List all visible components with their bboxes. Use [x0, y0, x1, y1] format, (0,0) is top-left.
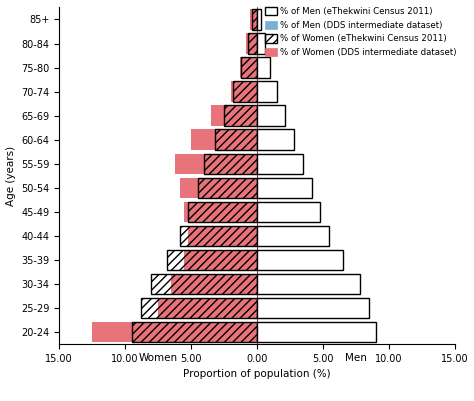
Bar — [188, 202, 257, 222]
Bar — [248, 33, 257, 54]
Y-axis label: Age (years): Age (years) — [6, 146, 16, 206]
Bar — [257, 154, 287, 174]
Bar — [257, 57, 270, 78]
X-axis label: Proportion of population (%): Proportion of population (%) — [183, 369, 331, 379]
Bar — [257, 298, 369, 318]
Bar — [257, 130, 294, 150]
Bar — [257, 81, 270, 102]
Bar — [152, 274, 257, 294]
Text: Women: Women — [138, 352, 178, 363]
Bar — [257, 33, 262, 54]
Bar — [184, 250, 257, 270]
Bar — [257, 322, 375, 342]
Bar — [252, 9, 257, 30]
Bar — [141, 298, 257, 318]
Bar — [241, 57, 257, 78]
Bar — [250, 9, 257, 30]
Bar — [257, 250, 343, 270]
Bar — [175, 154, 257, 174]
Bar — [240, 57, 257, 78]
Bar — [257, 57, 266, 78]
Bar — [211, 105, 257, 126]
Bar — [191, 130, 257, 150]
Text: Men: Men — [345, 352, 367, 363]
Bar — [198, 178, 257, 198]
Bar — [188, 226, 257, 246]
Bar — [246, 33, 257, 54]
Bar — [257, 202, 299, 222]
Bar — [181, 226, 257, 246]
Bar — [158, 298, 257, 318]
Bar — [184, 202, 257, 222]
Bar — [233, 81, 257, 102]
Bar — [171, 274, 257, 294]
Bar — [257, 130, 282, 150]
Bar — [167, 250, 257, 270]
Bar — [257, 9, 260, 30]
Bar — [257, 274, 360, 294]
Bar — [215, 130, 257, 150]
Bar — [257, 33, 265, 54]
Bar — [230, 81, 257, 102]
Legend: % of Men (eThekwini Census 2011), % of Men (DDS intermediate dataset), % of Wome: % of Men (eThekwini Census 2011), % of M… — [263, 5, 458, 59]
Bar — [257, 81, 277, 102]
Bar — [257, 226, 329, 246]
Bar — [204, 154, 257, 174]
Bar — [257, 202, 320, 222]
Bar — [181, 178, 257, 198]
Bar — [257, 226, 307, 246]
Bar — [257, 178, 294, 198]
Bar — [257, 178, 312, 198]
Bar — [257, 250, 316, 270]
Bar — [257, 105, 275, 126]
Bar — [257, 105, 284, 126]
Bar — [224, 105, 257, 126]
Bar — [257, 274, 329, 294]
Bar — [257, 154, 303, 174]
Bar — [132, 322, 257, 342]
Bar — [257, 322, 349, 342]
Bar — [257, 298, 343, 318]
Bar — [257, 9, 261, 30]
Bar — [92, 322, 257, 342]
